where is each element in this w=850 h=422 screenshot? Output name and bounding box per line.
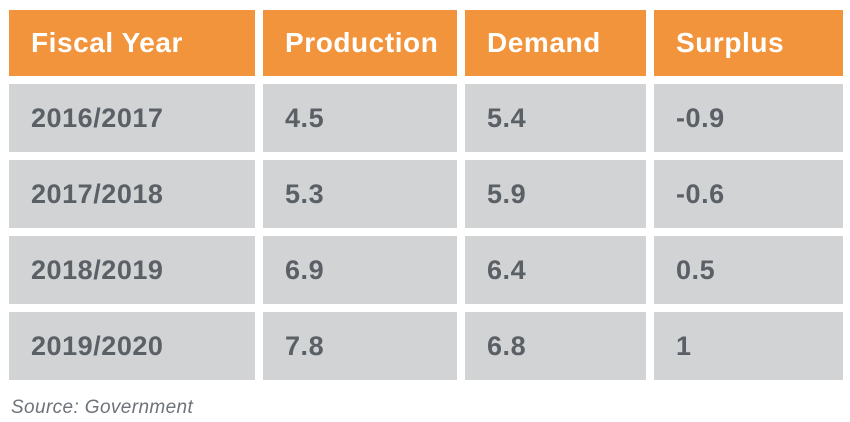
cell-production-2019-2020: 7.8 — [263, 312, 457, 380]
cell-production-2018-2019: 6.9 — [263, 236, 457, 304]
cell-fiscal-year-2016-2017: 2016/2017 — [9, 84, 255, 152]
source-note: Source: Government — [11, 397, 194, 418]
cell-production-2017-2018: 5.3 — [263, 160, 457, 228]
cell-fiscal-year-2017-2018: 2017/2018 — [9, 160, 255, 228]
cell-surplus-2017-2018: -0.6 — [654, 160, 843, 228]
cell-surplus-2018-2019: 0.5 — [654, 236, 843, 304]
column-header-surplus: Surplus — [654, 10, 843, 76]
column-header-fiscal-year: Fiscal Year — [9, 10, 255, 76]
cell-demand-2016-2017: 5.4 — [465, 84, 646, 152]
column-header-production: Production — [263, 10, 457, 76]
cell-surplus-2016-2017: -0.9 — [654, 84, 843, 152]
cell-production-2016-2017: 4.5 — [263, 84, 457, 152]
fiscal-data-table: Fiscal Year Production Demand Surplus 20… — [9, 10, 843, 380]
cell-demand-2019-2020: 6.8 — [465, 312, 646, 380]
column-header-demand: Demand — [465, 10, 646, 76]
cell-demand-2017-2018: 5.9 — [465, 160, 646, 228]
cell-fiscal-year-2019-2020: 2019/2020 — [9, 312, 255, 380]
cell-demand-2018-2019: 6.4 — [465, 236, 646, 304]
cell-surplus-2019-2020: 1 — [654, 312, 843, 380]
cell-fiscal-year-2018-2019: 2018/2019 — [9, 236, 255, 304]
